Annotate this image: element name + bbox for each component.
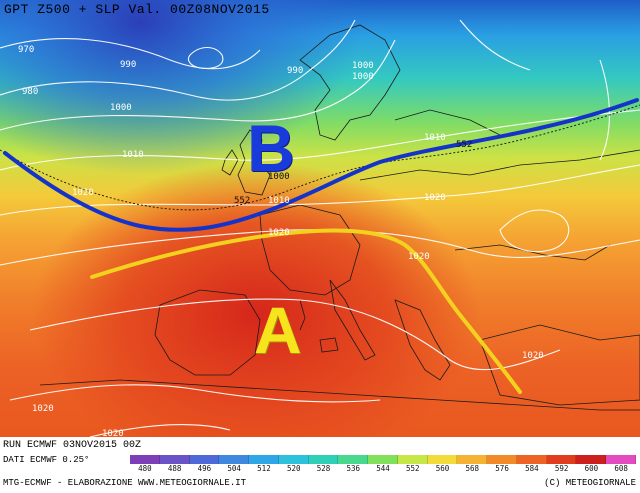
legend-cell: 552: [397, 455, 428, 475]
isobar-label: 980: [22, 87, 39, 97]
z500-label: 552: [456, 140, 473, 150]
legend-swatch: [278, 455, 309, 464]
legend-level-label: 528: [316, 464, 331, 473]
legend-cell: 560: [427, 455, 458, 475]
isobars: [0, 19, 640, 438]
legend-level-label: 608: [614, 464, 628, 473]
data-source-label: DATI ECMWF 0.25°: [3, 455, 90, 465]
legend-swatch: [308, 455, 339, 464]
isobar-label: 1000: [352, 61, 374, 71]
isobar-label: 1020: [32, 404, 54, 414]
isobar-label: 1000: [110, 103, 132, 113]
isobar-label: 1020: [408, 252, 430, 262]
legend-swatch: [159, 455, 190, 464]
legend-swatch: [130, 455, 160, 464]
legend-cell: 576: [487, 455, 517, 475]
legend-swatch: [427, 455, 458, 464]
legend-cell: 544: [368, 455, 398, 475]
legend-swatch: [576, 455, 607, 464]
legend-swatch: [606, 455, 637, 464]
isobar-label: 1020: [268, 228, 290, 238]
legend-level-label: 488: [167, 464, 182, 473]
legend-level-label: 496: [197, 464, 212, 473]
isobar-label: 970: [18, 45, 35, 55]
legend-cell: 528: [308, 455, 339, 475]
legend-level-label: 592: [554, 464, 569, 473]
coastlines: [39, 24, 640, 411]
isobar-label: 990: [120, 60, 137, 70]
legend-level-label: 512: [257, 464, 271, 473]
legend-level-label: 520: [286, 464, 301, 473]
hot-core: [0, 0, 640, 437]
z500-label: 552: [234, 196, 251, 206]
legend-swatch: [457, 455, 488, 464]
legend-swatch: [487, 455, 517, 464]
legend-level-label: 568: [465, 464, 480, 473]
color-scale-legend: 480 488 496 504 512 520 528 536 544 552 560 568 576 5…: [130, 455, 637, 475]
isobar-label: 1000: [352, 72, 374, 82]
legend-level-label: 576: [495, 464, 509, 473]
legend-cell: 592: [546, 455, 577, 475]
legend-swatch: [397, 455, 428, 464]
legend-swatch: [516, 455, 547, 464]
map-title: GPT Z500 + SLP Val. 00Z08NOV2015: [4, 2, 270, 17]
legend-swatch: [249, 455, 279, 464]
legend-swatch: [546, 455, 577, 464]
ridge-line: [90, 228, 522, 394]
legend-level-label: 504: [227, 464, 241, 473]
legend-cell: 584: [516, 455, 547, 475]
legend-cell: 512: [249, 455, 279, 475]
model-run-label: RUN ECMWF 03NOV2015 00Z: [3, 440, 142, 451]
legend-cell: 600: [576, 455, 607, 475]
legend-cell: 504: [219, 455, 250, 475]
legend-level-label: 584: [525, 464, 539, 473]
high-pressure-marker: A: [254, 293, 302, 367]
legend-level-label: 544: [376, 464, 390, 473]
legend-level-label: 560: [435, 464, 450, 473]
isobar-label: 1020: [424, 193, 446, 203]
legend-swatch: [219, 455, 250, 464]
legend-level-label: 536: [346, 464, 361, 473]
isobar-label: 1000: [268, 172, 290, 182]
legend-swatch: [338, 455, 369, 464]
legend-level-label: 600: [584, 464, 599, 473]
copyright-text: (C) METEOGIORNALE: [544, 478, 636, 488]
legend-cell: 536: [338, 455, 369, 475]
legend-swatch: [189, 455, 220, 464]
legend-cell: 480: [130, 455, 160, 475]
legend-frame: [0, 437, 640, 493]
legend-cell: 488: [159, 455, 190, 475]
legend-cell: 568: [457, 455, 488, 475]
isobar-label: 1020: [522, 351, 544, 361]
legend-swatch: [368, 455, 398, 464]
isobar-label: 1010: [424, 133, 446, 143]
credit-text: MTG-ECMWF - ELABORAZIONE WWW.METEOGIORNA…: [3, 478, 247, 488]
legend-cell: 520: [278, 455, 309, 475]
trough-line: [3, 98, 639, 232]
isobar-label: 1010: [122, 150, 144, 160]
isobar-label: 1010: [268, 196, 290, 206]
legend-cell: 608: [606, 455, 637, 475]
isobar-label: 990: [287, 66, 304, 76]
low-pressure-marker: B: [247, 111, 295, 185]
isobar-label: 1020: [102, 429, 124, 439]
isobar-label: 1020: [72, 188, 94, 198]
legend-level-label: 480: [138, 464, 152, 473]
legend-level-label: 552: [406, 464, 420, 473]
legend-cell: 496: [189, 455, 220, 475]
